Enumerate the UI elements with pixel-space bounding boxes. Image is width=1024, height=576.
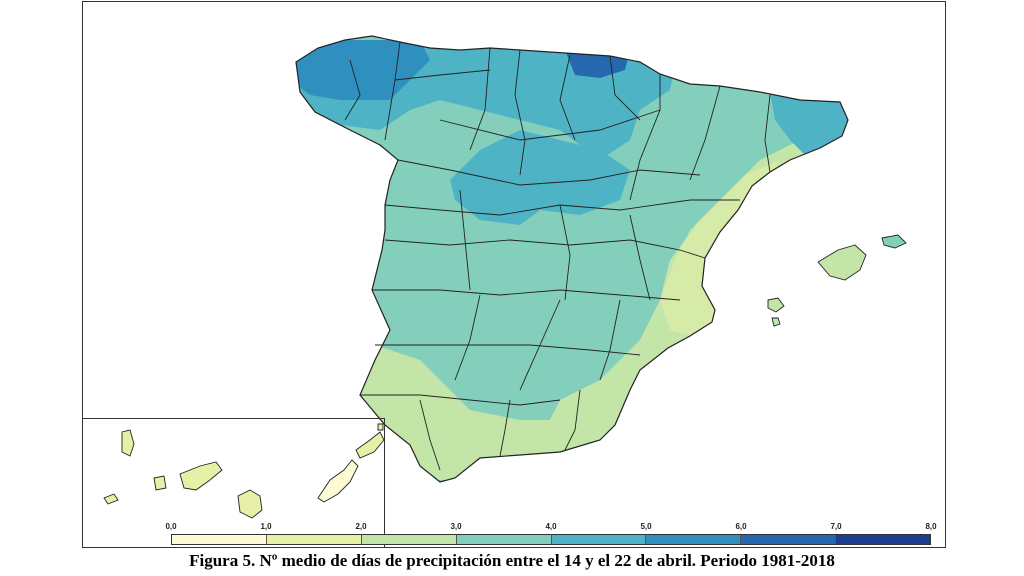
legend-tick-label: 7,0 <box>830 522 842 531</box>
legend-swatch <box>172 535 267 544</box>
legend-tick-label: 2,0 <box>355 522 367 531</box>
legend-swatch <box>646 535 742 544</box>
peninsula-base <box>296 36 848 482</box>
figure-caption: Figura 5. Nº medio de días de precipitac… <box>189 551 835 570</box>
legend-swatch <box>836 535 930 544</box>
legend-tick-label: 1,0 <box>260 522 272 531</box>
legend-swatch <box>551 535 647 544</box>
legend-tick-label: 0,0 <box>165 522 177 531</box>
province-borders <box>295 35 849 483</box>
legend-swatch <box>266 535 362 544</box>
canary-islands-inset-frame <box>82 418 385 548</box>
canary-islands <box>103 423 385 519</box>
legend: 0,0 1,0 2,0 3,0 4,0 5,0 6,0 7,0 8,0 <box>165 522 937 546</box>
galicia-zone <box>296 40 430 100</box>
legend-tick-label: 8,0 <box>925 522 937 531</box>
legend-tick-label: 3,0 <box>450 522 462 531</box>
legend-swatch <box>741 535 837 544</box>
legend-tick-label: 5,0 <box>640 522 652 531</box>
legend-swatch <box>361 535 457 544</box>
legend-swatch <box>456 535 552 544</box>
figure-frame <box>82 1 946 548</box>
legend-color-bar <box>171 534 931 545</box>
legend-tick-label: 6,0 <box>735 522 747 531</box>
legend-tick-label: 4,0 <box>545 522 557 531</box>
central-band-zone <box>450 130 630 225</box>
balearic-islands <box>767 234 907 327</box>
